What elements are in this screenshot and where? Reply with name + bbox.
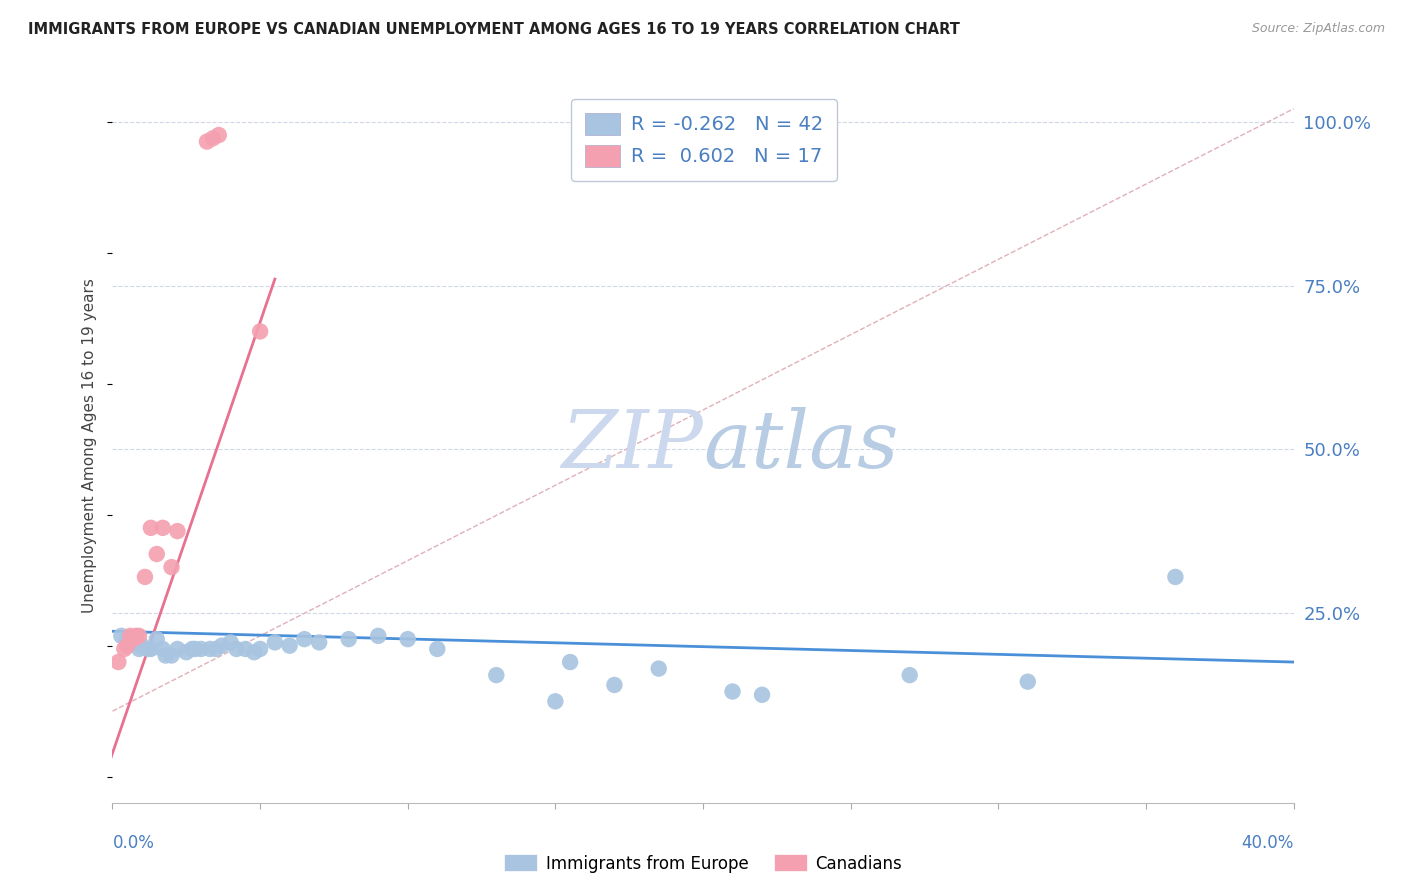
Point — [208, 128, 231, 142]
Point — [1164, 570, 1187, 584]
Point — [243, 645, 266, 659]
Point — [125, 629, 148, 643]
Point — [117, 639, 138, 653]
Point — [152, 642, 174, 657]
Point — [122, 632, 145, 647]
Point — [219, 635, 242, 649]
Legend: Immigrants from Europe, Canadians: Immigrants from Europe, Canadians — [498, 847, 908, 880]
Point — [139, 642, 162, 657]
Legend: R = -0.262   N = 42, R =  0.602   N = 17: R = -0.262 N = 42, R = 0.602 N = 17 — [571, 99, 837, 181]
Point — [136, 642, 159, 657]
Point — [146, 632, 169, 647]
Point — [225, 642, 247, 657]
Point — [160, 648, 183, 663]
Point — [195, 135, 218, 149]
Point — [233, 642, 256, 657]
Point — [647, 662, 671, 676]
Point — [128, 629, 150, 643]
Point — [396, 632, 419, 647]
Text: 0.0%: 0.0% — [112, 834, 155, 852]
Point — [426, 642, 449, 657]
Point — [174, 645, 197, 659]
Point — [184, 642, 207, 657]
Point — [249, 642, 271, 657]
Point — [128, 642, 150, 657]
Point — [122, 635, 145, 649]
Point — [117, 632, 138, 647]
Text: atlas: atlas — [703, 408, 898, 484]
Point — [1017, 674, 1039, 689]
Point — [205, 642, 228, 657]
Y-axis label: Unemployment Among Ages 16 to 19 years: Unemployment Among Ages 16 to 19 years — [82, 278, 97, 614]
Point — [751, 688, 773, 702]
Point — [166, 524, 188, 538]
Point — [264, 635, 287, 649]
Point — [112, 642, 135, 657]
Point — [181, 642, 204, 657]
Point — [190, 642, 212, 657]
Point — [308, 635, 330, 649]
Point — [160, 560, 183, 574]
Point — [721, 684, 744, 698]
Point — [211, 639, 233, 653]
Point — [110, 629, 132, 643]
Point — [292, 632, 315, 647]
Point — [131, 639, 153, 653]
Point — [367, 629, 389, 643]
Point — [485, 668, 508, 682]
Point — [249, 325, 271, 339]
Point — [134, 570, 156, 584]
Point — [278, 639, 301, 653]
Point — [544, 694, 567, 708]
Point — [120, 629, 142, 643]
Text: IMMIGRANTS FROM EUROPE VS CANADIAN UNEMPLOYMENT AMONG AGES 16 TO 19 YEARS CORREL: IMMIGRANTS FROM EUROPE VS CANADIAN UNEMP… — [28, 22, 960, 37]
Point — [898, 668, 921, 682]
Point — [152, 521, 174, 535]
Point — [146, 547, 169, 561]
Point — [201, 131, 224, 145]
Point — [139, 521, 162, 535]
Point — [198, 642, 221, 657]
Text: Source: ZipAtlas.com: Source: ZipAtlas.com — [1251, 22, 1385, 36]
Text: ZIP: ZIP — [561, 408, 703, 484]
Point — [107, 655, 129, 669]
Point — [166, 642, 188, 657]
Point — [337, 632, 360, 647]
Point — [155, 648, 177, 663]
Point — [603, 678, 626, 692]
Point — [558, 655, 582, 669]
Text: 40.0%: 40.0% — [1241, 834, 1294, 852]
